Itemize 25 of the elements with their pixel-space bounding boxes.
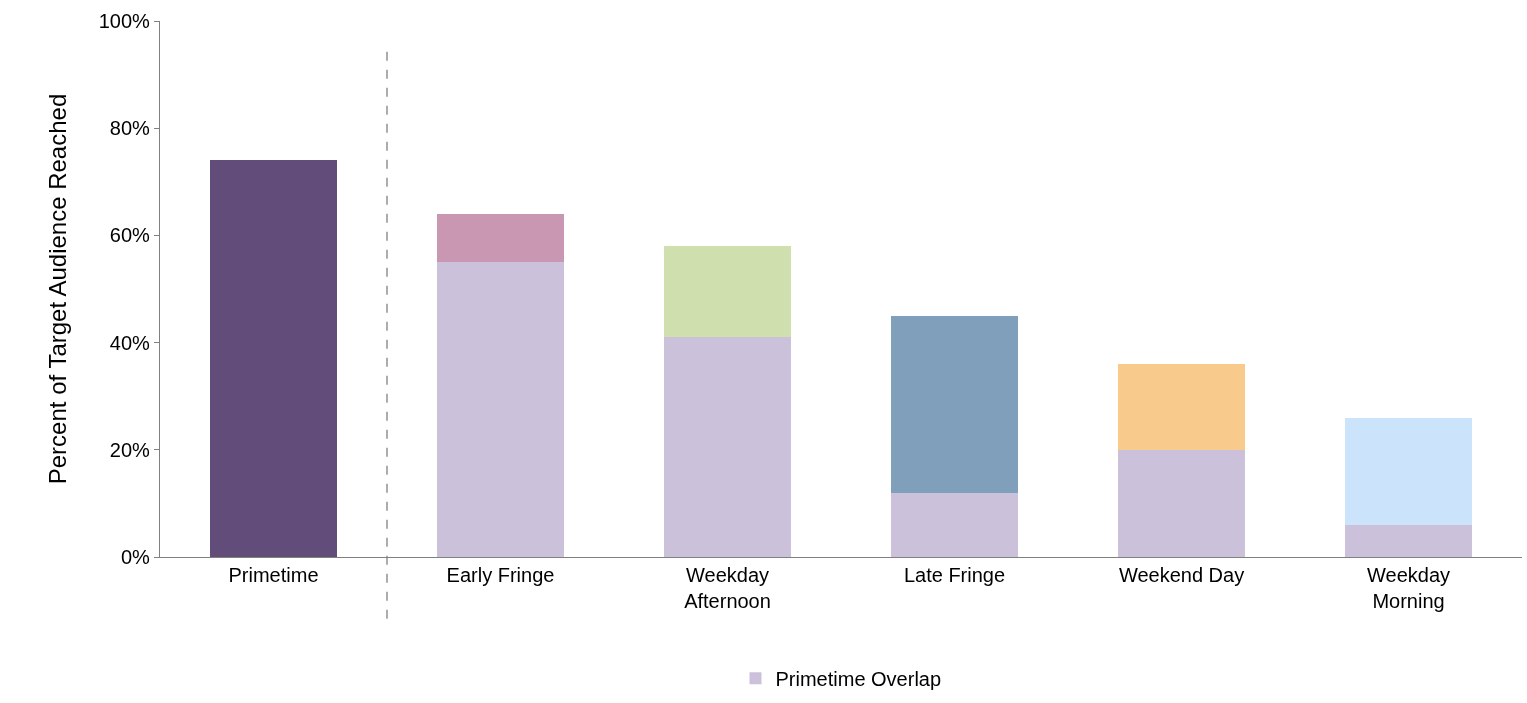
bar [890, 492, 1019, 557]
bar [1117, 364, 1246, 450]
y-tick-label: 100% [98, 10, 151, 32]
y-tick-label: 40% [109, 331, 151, 354]
x-tick-label: Weekday Morning [1366, 564, 1451, 613]
y-tick-label: 80% [109, 117, 151, 140]
legend-label: Primetime Overlap [775, 668, 942, 691]
bar [663, 246, 792, 338]
bar [663, 337, 792, 557]
y-tick-label: 60% [109, 224, 151, 247]
y-tick-label: 0% [120, 546, 151, 568]
y-axis-title: Percent of Target Audience Reached [43, 93, 71, 485]
bar [436, 213, 565, 263]
bar [436, 262, 565, 557]
bar [1117, 449, 1246, 557]
bar [1344, 524, 1473, 557]
x-tick-label: Early Fringe [446, 564, 555, 587]
x-tick-label: Primetime [228, 564, 319, 587]
x-tick-label: Weekend Day [1118, 564, 1245, 587]
bar [890, 315, 1019, 493]
x-tick-label: Weekday Afternoon [684, 564, 771, 613]
y-tick-label: 20% [109, 438, 151, 461]
bar [1344, 417, 1473, 525]
bar [209, 160, 338, 557]
x-tick-label: Late Fringe [903, 564, 1006, 587]
